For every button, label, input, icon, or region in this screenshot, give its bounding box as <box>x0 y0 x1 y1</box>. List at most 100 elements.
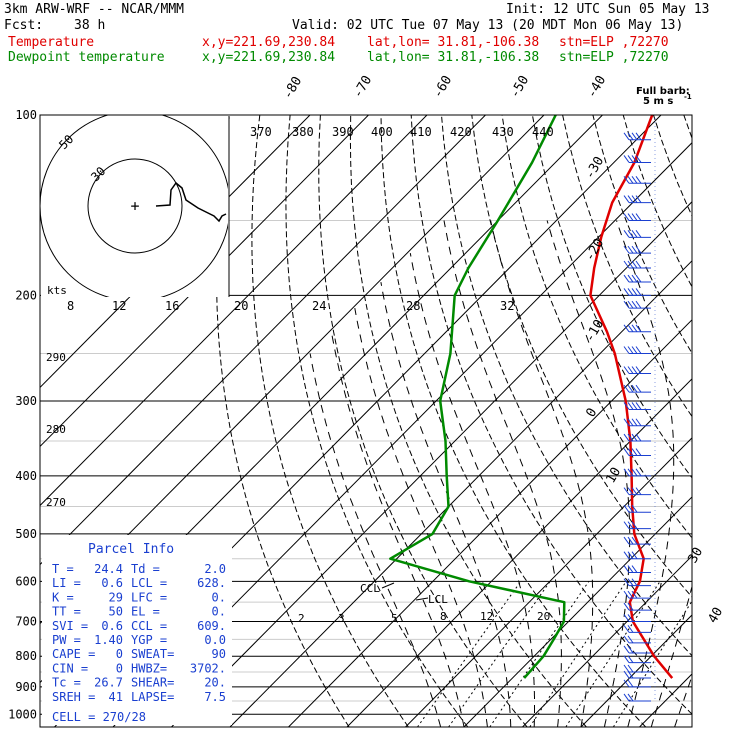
parcel-info-cell: 628. <box>197 576 226 590</box>
wind-barb-flag <box>627 366 634 374</box>
temp-station: stn=ELP ,72270 <box>559 35 669 50</box>
mixing-ratio-line <box>489 581 590 727</box>
lcl-marker <box>415 597 429 601</box>
wind-barb-flag <box>631 487 638 495</box>
parcel-info-cell: HWBZ= <box>131 661 167 675</box>
wind-barb-flag <box>627 288 634 296</box>
wind-barb-flag <box>631 300 638 309</box>
parcel-info-cell: LCL = <box>131 576 167 590</box>
isotherm-line <box>40 115 369 448</box>
wind-barb-flag <box>627 346 634 354</box>
wind-barb-flag <box>635 288 642 296</box>
wind-barb-flag <box>635 213 642 221</box>
parcel-info-cell: 0.6 <box>101 576 123 590</box>
wind-barb-flag <box>635 433 642 442</box>
legend-dewpoint: Dewpoint temperature <box>8 50 165 65</box>
pressure-tick-label: 100 <box>15 108 37 122</box>
parcel-info-cell: 0. <box>212 590 226 604</box>
wind-barb-flag <box>623 468 630 477</box>
wind-barb-flag <box>623 384 630 393</box>
wind-barb-flag <box>631 274 638 283</box>
wind-barb <box>623 468 651 477</box>
wind-barb-flag <box>631 324 638 333</box>
wind-barb-flag <box>627 132 634 141</box>
moist-adiabat-line <box>443 220 562 727</box>
mixing-ratio-label: 8 <box>440 610 447 623</box>
theta-label: 430 <box>492 125 514 139</box>
isotherm-label: -20 <box>582 236 607 264</box>
wind-barb-flag <box>627 590 634 599</box>
parcel-info-cell: CCL = <box>131 619 167 633</box>
valid-time: Valid: 02 UTC Tue 07 May 13 (20 MDT Mon … <box>292 18 684 33</box>
hodograph-ring <box>87 158 183 254</box>
wind-barb-flag <box>635 175 642 184</box>
wind-barb-flag <box>631 448 638 456</box>
wind-barb-flag <box>623 300 630 309</box>
wind-barb <box>623 213 651 222</box>
wind-barb-flag <box>627 614 634 622</box>
theta-label-left: 280 <box>46 423 66 436</box>
isotherm-line <box>405 437 692 727</box>
forecast-hour: 38 h <box>74 18 106 33</box>
wind-barb-flag <box>623 551 630 559</box>
wind-barb-flag <box>623 602 630 611</box>
wind-barb-flag <box>623 274 630 283</box>
wind-barb-flag <box>623 195 630 203</box>
isotherm-label: 40 <box>705 605 726 626</box>
isotherm-label: -40 <box>584 73 609 101</box>
theta-e-label: 28 <box>406 299 420 313</box>
wind-barb-flag <box>627 433 634 442</box>
wind-barb <box>623 175 651 184</box>
pressure-tick-label: 600 <box>15 574 37 588</box>
hodograph-trace <box>155 181 227 223</box>
isotherm-line <box>698 115 740 727</box>
wind-barb-flag <box>623 504 630 513</box>
parcel-info-cell: LI = <box>52 576 81 590</box>
dry-adiabat-line <box>349 115 587 727</box>
parcel-info-cell: 609. <box>197 619 226 633</box>
isotherm-line <box>40 115 545 625</box>
theta-label: 370 <box>250 125 272 139</box>
wind-barb-flag <box>635 300 642 309</box>
wind-barb-flag <box>627 635 634 644</box>
wind-barb-flag <box>631 260 638 269</box>
isotherm-label: -50 <box>507 73 532 101</box>
wind-barb-flag <box>623 590 630 599</box>
wind-barb-flag <box>627 274 634 283</box>
moist-adiabat-line <box>698 221 740 728</box>
dry-adiabat-line <box>410 115 692 715</box>
wind-barb <box>623 670 651 679</box>
wind-barb-flag <box>631 536 638 545</box>
parcel-info-cell: SREH = <box>52 690 95 704</box>
parcel-info-cell: 41 <box>109 690 123 704</box>
dry-adiabat-line <box>531 115 692 479</box>
wind-barb-flag <box>635 274 642 283</box>
wind-barb-flag <box>627 693 634 702</box>
plot-frame <box>39 114 693 728</box>
parcel-info-cell: 90 <box>212 647 226 661</box>
mixing-ratio-line <box>529 581 627 727</box>
wind-barb-flag <box>635 487 642 495</box>
wind-barb-flag <box>623 175 630 184</box>
parcel-info-panel <box>42 535 232 725</box>
wind-barb-flag <box>631 402 638 410</box>
wind-barb <box>623 230 651 238</box>
wind-barb-flag <box>623 565 630 573</box>
wind-barb-flag <box>623 679 630 688</box>
parcel-info-cell: LFC = <box>131 590 167 604</box>
wind-barb-flag <box>631 384 638 393</box>
wind-barb-flag <box>631 565 638 573</box>
wind-barb <box>623 324 651 333</box>
wind-barb <box>623 521 651 530</box>
wind-barb <box>623 693 651 702</box>
dry-adiabat-line <box>285 115 469 727</box>
wind-barb-flag <box>627 645 634 654</box>
parcel-cell: CELL = 270/28 <box>52 710 146 724</box>
wind-barb-flag <box>635 402 642 410</box>
wind-barb-flag <box>631 245 638 254</box>
theta-e-label: 32 <box>500 299 514 313</box>
wind-barb-flag <box>623 614 630 622</box>
wind-barb-flag <box>627 679 634 688</box>
wind-barb-flag <box>631 195 638 203</box>
wind-barb-flag <box>623 433 630 442</box>
